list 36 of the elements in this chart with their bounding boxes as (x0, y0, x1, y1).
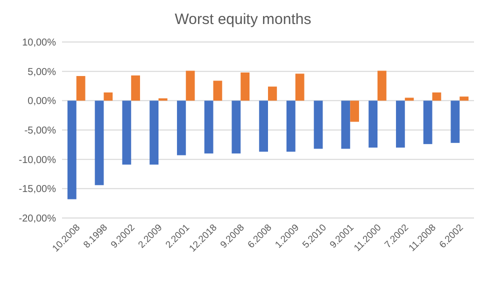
bar (186, 70, 195, 101)
y-tick-label: 0,00% (28, 96, 56, 108)
bar (76, 76, 86, 101)
y-tick-label: -10,00% (18, 154, 56, 166)
bar (295, 74, 304, 101)
bar (268, 86, 277, 101)
bar (404, 98, 414, 101)
bar (259, 100, 268, 152)
chart-title: Worst equity months (174, 11, 312, 28)
y-tick-label: -5,00% (24, 126, 56, 136)
bar (450, 100, 460, 143)
y-tick-label: 10,00% (22, 38, 56, 48)
bar (131, 75, 140, 101)
bar (204, 100, 214, 154)
bar (232, 100, 241, 154)
y-tick-label: -15,00% (18, 184, 56, 196)
y-tick-label: 5,00% (28, 66, 56, 78)
bar (67, 100, 76, 200)
bar (286, 100, 296, 152)
bar (314, 100, 323, 149)
bar (122, 100, 132, 165)
bar (213, 80, 222, 101)
bar (94, 100, 104, 186)
bar (150, 100, 158, 165)
bar (368, 100, 378, 148)
bar (240, 72, 250, 101)
bar (341, 100, 350, 149)
bar (423, 100, 432, 144)
bar (104, 92, 113, 101)
bar (176, 100, 186, 156)
bar (460, 96, 469, 101)
y-tick-label: -20,00% (18, 214, 56, 224)
bar (396, 100, 405, 148)
bar (432, 92, 442, 101)
bar (378, 70, 386, 101)
bar (350, 100, 360, 122)
